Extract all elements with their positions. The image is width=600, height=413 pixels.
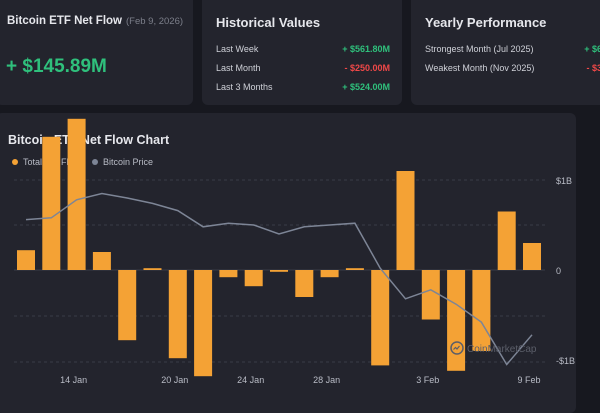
yearly-row-weakest: Weakest Month (Nov 2025) - $3.50B [425, 63, 600, 73]
legend-net-flow-dot-icon [12, 159, 18, 165]
label-layer: $1B 0 -$1B 14 Jan 20 Jan 24 Jan 28 Jan 3 Feb 9 F… [60, 176, 575, 385]
net-flow-card: Bitcoin ETF Net Flow (Feb 9, 2026) + $145… [0, 0, 193, 105]
net-flow-bar [143, 268, 162, 270]
net-flow-bar [447, 270, 466, 371]
y-tick-label: $1B [556, 176, 572, 186]
net-flow-date: (Feb 9, 2026) [126, 16, 184, 27]
net-flow-bar [219, 270, 238, 278]
net-flow-bar [396, 171, 415, 270]
row-value: - $250.00M [344, 63, 390, 73]
row-value: + $6.18B [584, 44, 600, 54]
net-flow-bar [345, 268, 364, 270]
watermark-text: CoinMarketCap [467, 344, 537, 355]
row-label: Last Month [216, 63, 261, 73]
legend-price-label: Bitcoin Price [103, 157, 154, 167]
x-tick-label: 3 Feb [416, 375, 439, 385]
net-flow-bar [523, 243, 541, 270]
net-flow-bar [194, 270, 213, 377]
historical-row-last-3-months: Last 3 Months + $524.00M [216, 82, 390, 92]
coinmarketcap-watermark: CoinMarketCap [450, 341, 537, 355]
row-value: - $3.50B [586, 63, 600, 73]
coinmarketcap-logo-mark-icon [453, 345, 460, 350]
y-tick-label: -$1B [556, 356, 575, 366]
coinmarketcap-logo-icon [450, 341, 464, 355]
net-flow-bar [497, 211, 516, 270]
x-tick-label: 14 Jan [60, 375, 87, 385]
net-flow-bar [270, 270, 288, 272]
y-tick-label: 0 [556, 266, 561, 276]
row-label: Last 3 Months [216, 82, 273, 92]
bitcoin-price-line [25, 192, 533, 366]
historical-row-last-week: Last Week + $561.80M [216, 44, 390, 54]
row-label: Last Week [216, 44, 259, 54]
net-flow-bar [118, 270, 137, 341]
net-flow-bar [17, 250, 35, 270]
row-value: + $561.80M [342, 44, 390, 54]
line-layer [25, 192, 533, 366]
x-tick-label: 28 Jan [313, 375, 340, 385]
row-label: Weakest Month (Nov 2025) [425, 63, 535, 73]
historical-values-card: Historical Values Last Week + $561.80M L… [202, 0, 402, 105]
yearly-performance-title: Yearly Performance [425, 15, 547, 30]
net-flow-bar [42, 136, 61, 270]
net-flow-chart[interactable]: $1B 0 -$1B 14 Jan 20 Jan 24 Jan 28 Jan 3 Feb 9 F… [0, 0, 600, 400]
net-flow-bar [168, 270, 187, 359]
row-label: Strongest Month (Jul 2025) [425, 44, 534, 54]
net-flow-bar [371, 270, 390, 366]
bar-layer [17, 118, 541, 377]
historical-values-title: Historical Values [216, 15, 321, 30]
x-tick-label: 24 Jan [237, 375, 264, 385]
net-flow-bar [472, 270, 491, 351]
net-flow-bar [92, 252, 111, 270]
yearly-row-strongest: Strongest Month (Jul 2025) + $6.18B [425, 44, 600, 54]
net-flow-bar [67, 118, 86, 270]
yearly-performance-card: Yearly Performance Strongest Month (Jul … [411, 0, 600, 105]
net-flow-card-title: Bitcoin ETF Net Flow (Feb 9, 2026) [7, 15, 184, 27]
net-flow-bar [320, 270, 339, 278]
net-flow-bar [244, 270, 263, 287]
net-flow-value: + $145.89M [6, 56, 107, 77]
net-flow-bar [295, 270, 314, 297]
row-value: + $524.00M [342, 82, 390, 92]
legend-item-price[interactable]: Bitcoin Price [92, 157, 153, 167]
net-flow-bar [421, 270, 440, 320]
historical-row-last-month: Last Month - $250.00M [216, 63, 390, 73]
x-tick-label: 9 Feb [517, 375, 540, 385]
x-tick-label: 20 Jan [161, 375, 188, 385]
legend-price-dot-icon [92, 159, 99, 165]
